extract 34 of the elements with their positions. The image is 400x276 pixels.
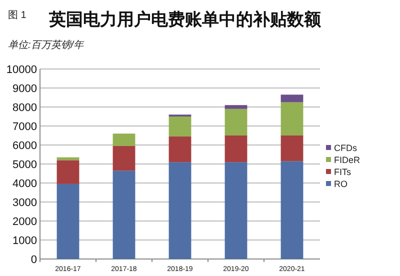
y-tick-label: 5000 <box>12 159 37 171</box>
legend-label: FITs <box>334 167 352 177</box>
y-tick-label: 9000 <box>12 83 37 95</box>
legend-label: CFDs <box>334 143 358 153</box>
bar <box>280 102 304 136</box>
bar <box>112 170 136 259</box>
y-tick-label: 8000 <box>12 102 37 114</box>
bar <box>280 94 304 102</box>
y-tick-label: 0 <box>30 254 37 266</box>
y-axis-title: 单位:百万英镑/年 <box>8 39 85 51</box>
bar <box>168 162 192 259</box>
bar <box>112 146 136 171</box>
bar <box>112 134 136 146</box>
bar <box>56 160 80 184</box>
legend-label: FIDeR <box>334 155 361 165</box>
bar <box>224 105 248 109</box>
y-tick-label: 2000 <box>12 216 37 228</box>
bar <box>280 136 304 162</box>
bar <box>224 162 248 259</box>
bar <box>280 161 304 259</box>
y-tick-label: 4000 <box>12 178 37 190</box>
chart-title: 英国电力用户电费账单中的补贴数额 <box>48 10 322 29</box>
bar <box>224 108 248 136</box>
bar <box>224 136 248 162</box>
y-tick-label: 3000 <box>12 197 37 209</box>
caption: 图 1 <box>8 10 27 21</box>
y-tick-label: 7000 <box>12 121 37 133</box>
y-tick-label: 6000 <box>12 140 37 152</box>
bar <box>56 184 80 259</box>
bar <box>168 136 192 162</box>
y-tick-label: 10000 <box>6 64 37 76</box>
legend-label: RO <box>334 179 348 189</box>
y-tick-label: 1000 <box>12 235 37 247</box>
bar <box>168 116 192 136</box>
